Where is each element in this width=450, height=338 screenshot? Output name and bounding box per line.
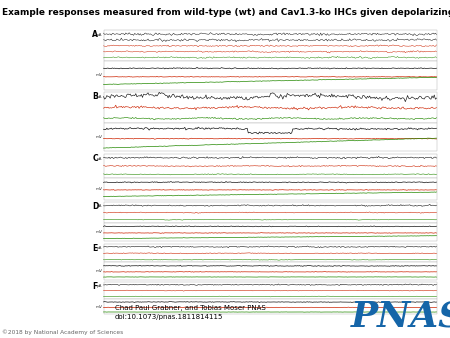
Bar [104, 282, 436, 299]
Text: pA: pA [97, 204, 103, 209]
Bar [104, 92, 436, 123]
Text: mV: mV [95, 269, 103, 273]
Bar [104, 244, 436, 263]
Text: Chad Paul Grabner, and Tobias Moser PNAS
doi:10.1073/pnas.1811814115: Chad Paul Grabner, and Tobias Moser PNAS… [115, 306, 266, 320]
Text: pA: pA [97, 95, 103, 99]
Bar [104, 61, 436, 90]
Text: PNAS: PNAS [351, 299, 450, 333]
Text: pA: pA [97, 156, 103, 161]
Text: mV: mV [95, 187, 103, 191]
Text: mV: mV [95, 135, 103, 139]
Bar [104, 202, 436, 223]
Bar [104, 123, 436, 151]
Text: pA: pA [97, 246, 103, 250]
Text: F: F [92, 282, 98, 291]
Bar [104, 30, 436, 61]
Bar [104, 178, 436, 200]
Bar [104, 263, 436, 280]
Text: mV: mV [95, 73, 103, 77]
Text: B: B [92, 92, 98, 101]
Bar [104, 299, 436, 314]
Bar [104, 154, 436, 178]
Text: Example responses measured from wild-type (wt) and Cav1.3-ko IHCs given depolari: Example responses measured from wild-typ… [2, 8, 450, 18]
Text: C: C [92, 154, 98, 163]
Text: E: E [92, 244, 98, 253]
Text: mV: mV [95, 230, 103, 234]
Text: ©2018 by National Academy of Sciences: ©2018 by National Academy of Sciences [2, 330, 123, 335]
Text: mV: mV [95, 305, 103, 309]
Text: A: A [92, 30, 98, 40]
Text: pA: pA [97, 284, 103, 288]
Text: D: D [92, 202, 99, 212]
Bar [104, 223, 436, 241]
Text: pA: pA [97, 33, 103, 38]
